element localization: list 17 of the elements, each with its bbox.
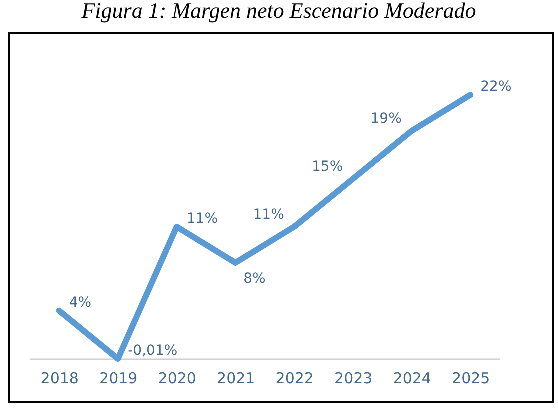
data-label: 11%: [186, 210, 218, 227]
data-label: 15%: [312, 159, 344, 176]
x-tick-label: 2022: [276, 370, 314, 388]
x-tick-label: 2024: [393, 370, 432, 388]
data-label: 11%: [253, 206, 284, 223]
x-tick-label: 2025: [452, 370, 490, 388]
x-tick-label: 2020: [158, 370, 196, 388]
chart-title: Figura 1: Margen neto Escenario Moderado: [80, 0, 478, 25]
x-tick-label: 2019: [100, 370, 138, 388]
data-label: 19%: [370, 111, 402, 128]
data-label: 4%: [69, 294, 92, 311]
data-label: 22%: [480, 79, 512, 96]
x-tick-label: 2018: [40, 370, 79, 388]
data-label: 8%: [244, 270, 266, 287]
x-tick-label: 2021: [217, 370, 256, 388]
x-tick-label: 2023: [334, 370, 373, 388]
data-label: -0,01%: [128, 343, 178, 359]
